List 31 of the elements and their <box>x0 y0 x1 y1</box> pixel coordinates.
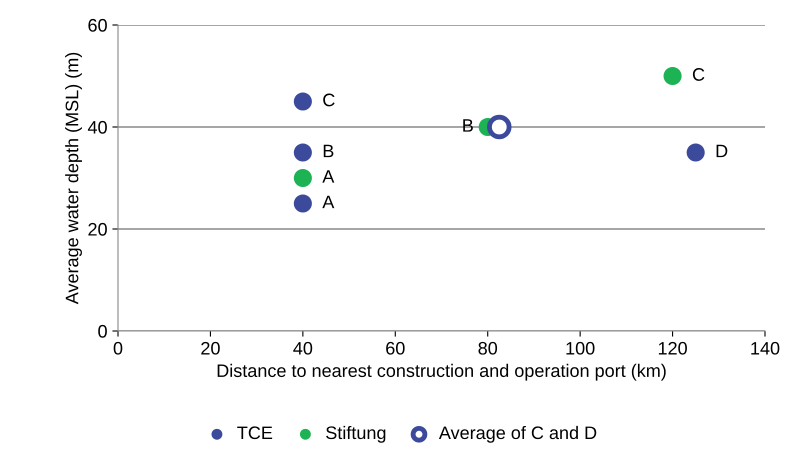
annotation: A <box>322 196 334 208</box>
annotation: C <box>323 94 335 106</box>
x-tick-label: 40 <box>293 342 312 355</box>
x-tick-label: 140 <box>751 342 780 355</box>
point <box>294 194 312 213</box>
x-tick-label: 100 <box>566 342 594 355</box>
annotation: B <box>463 119 473 132</box>
annotation: B <box>324 144 334 158</box>
point <box>294 143 312 162</box>
x-tick-label: 60 <box>386 342 405 355</box>
x-tick-label: 20 <box>201 342 220 355</box>
annotation: D <box>716 144 728 158</box>
y-tick-label: 0 <box>98 324 107 338</box>
y-tick-label: 20 <box>88 222 107 236</box>
point <box>294 92 312 111</box>
legend-label: Average of C and D <box>438 426 596 443</box>
x-tick-label: 0 <box>114 342 122 355</box>
point <box>686 143 705 162</box>
x-tick-label: 120 <box>658 342 687 355</box>
point <box>294 168 312 188</box>
y-axis-title: Average water depth (MSL) (m) <box>65 52 82 304</box>
y-tick-label: 60 <box>88 18 107 32</box>
annotation: C <box>692 68 704 81</box>
x-axis-title: Distance to nearest construction and operation port (km) <box>218 364 666 381</box>
annotation: A <box>322 170 334 183</box>
point <box>487 114 512 140</box>
y-tick-label: 40 <box>88 120 107 134</box>
legend-label: TCE <box>237 426 272 440</box>
point <box>664 66 682 86</box>
legend-label: Stiftung <box>326 426 386 443</box>
x-tick-label: 80 <box>478 342 498 355</box>
